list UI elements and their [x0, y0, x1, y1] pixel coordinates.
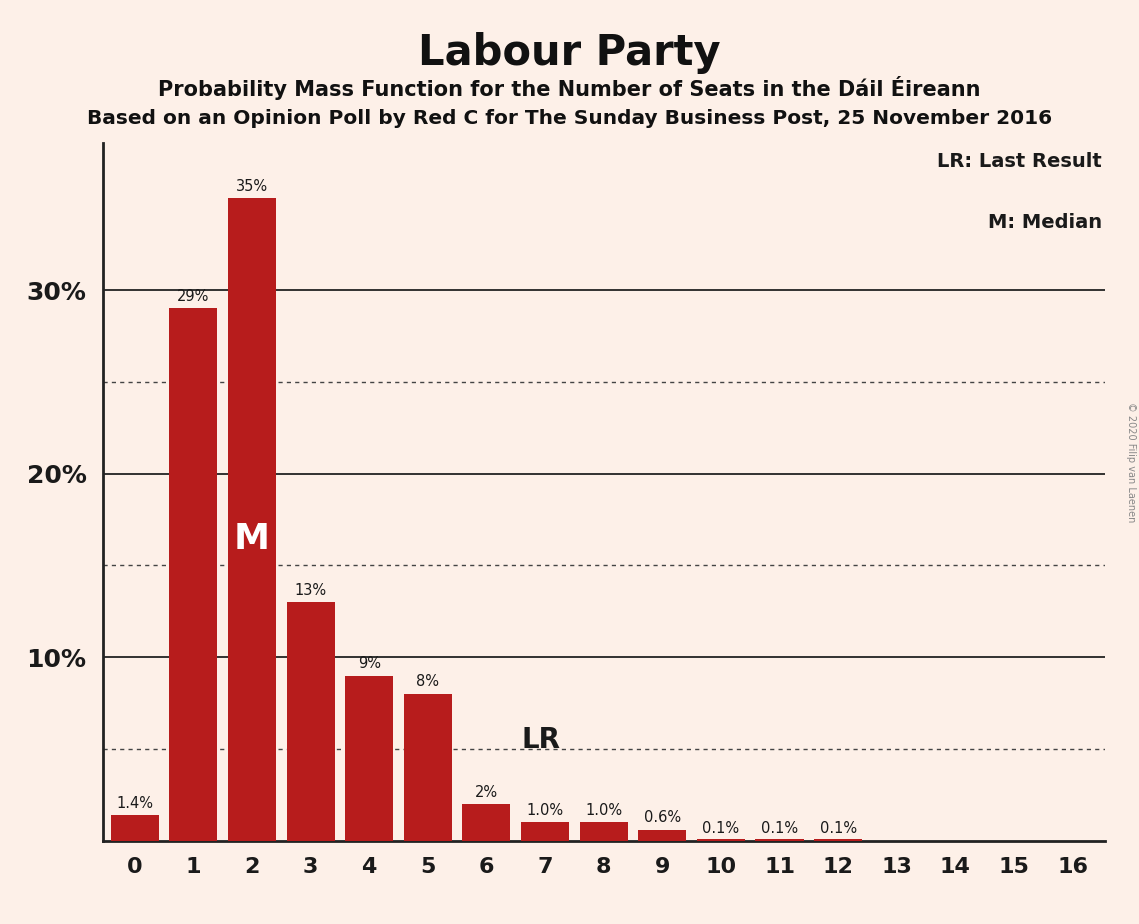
Bar — [814, 839, 862, 841]
Bar — [345, 675, 393, 841]
Text: 9%: 9% — [358, 656, 380, 671]
Text: LR: Last Result: LR: Last Result — [937, 152, 1101, 171]
Text: 0.1%: 0.1% — [820, 821, 857, 836]
Text: 29%: 29% — [178, 289, 210, 304]
Text: 1.4%: 1.4% — [116, 796, 154, 810]
Text: © 2020 Filip van Laenen: © 2020 Filip van Laenen — [1126, 402, 1136, 522]
Text: 0.1%: 0.1% — [761, 821, 798, 836]
Text: 2%: 2% — [475, 784, 498, 799]
Bar — [580, 822, 628, 841]
Bar — [755, 839, 803, 841]
Bar — [287, 602, 335, 841]
Bar — [110, 815, 158, 841]
Bar — [404, 694, 452, 841]
Text: 1.0%: 1.0% — [585, 803, 622, 818]
Text: 13%: 13% — [295, 583, 327, 598]
Text: 0.6%: 0.6% — [644, 810, 681, 825]
Bar — [228, 199, 276, 841]
Text: Labour Party: Labour Party — [418, 32, 721, 74]
Bar — [697, 839, 745, 841]
Text: M: M — [233, 522, 270, 556]
Text: LR: LR — [522, 726, 560, 754]
Text: 1.0%: 1.0% — [526, 803, 564, 818]
Text: 8%: 8% — [417, 675, 440, 689]
Text: Based on an Opinion Poll by Red C for The Sunday Business Post, 25 November 2016: Based on an Opinion Poll by Red C for Th… — [87, 109, 1052, 128]
Bar — [170, 309, 218, 841]
Bar — [638, 830, 687, 841]
Text: 35%: 35% — [236, 178, 268, 194]
Text: Probability Mass Function for the Number of Seats in the Dáil Éireann: Probability Mass Function for the Number… — [158, 76, 981, 100]
Bar — [462, 804, 510, 841]
Bar — [521, 822, 570, 841]
Text: M: Median: M: Median — [988, 213, 1101, 232]
Text: 0.1%: 0.1% — [703, 821, 739, 836]
